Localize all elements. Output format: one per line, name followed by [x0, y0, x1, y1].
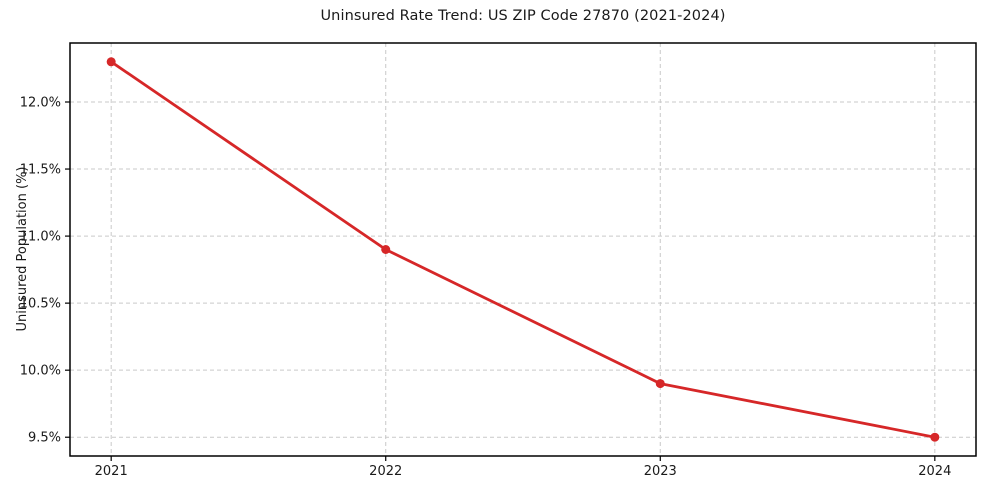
y-tick-label: 12.0% [20, 96, 61, 111]
chart-title: Uninsured Rate Trend: US ZIP Code 27870 … [320, 8, 726, 24]
data-point-2021 [106, 57, 116, 67]
x-tick-label: 2021 [95, 464, 128, 479]
axes-frame [69, 42, 977, 457]
y-axis-label-text: Uninsured Population (%) [15, 166, 30, 332]
data-point-2024 [930, 432, 940, 442]
data-point-2023 [655, 379, 665, 389]
x-tick-label: 2024 [918, 464, 951, 479]
y-tick-label: 11.5% [20, 163, 61, 178]
data-point-2022 [381, 245, 391, 254]
y-tick-label: 9.5% [28, 431, 61, 446]
y-tick-label: 10.5% [20, 297, 61, 312]
trend-line [109, 60, 937, 439]
y-tick-label: 11.0% [20, 230, 61, 245]
x-tick-label: 2023 [644, 464, 677, 479]
y-tick-label: 10.0% [20, 364, 61, 379]
x-tick-label: 2022 [369, 464, 402, 479]
